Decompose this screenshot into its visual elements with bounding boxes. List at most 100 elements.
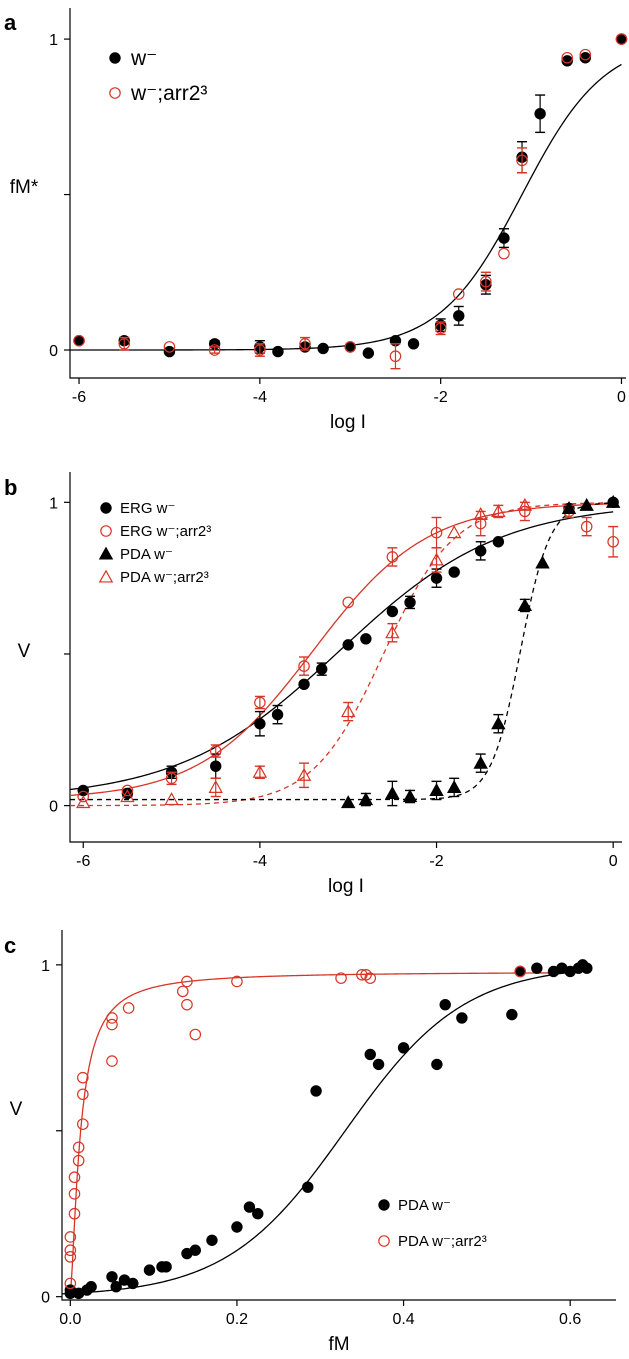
data-point xyxy=(385,625,400,639)
data-point xyxy=(189,1244,201,1256)
panel-c-chart: c 0.0 0.2 0.4 0.6 0 1 fM V PDA w⁻ PDA w⁻;arr2³ xyxy=(4,930,616,1355)
data-point xyxy=(561,55,573,67)
fit-curve xyxy=(61,971,571,1295)
data-point xyxy=(474,545,487,557)
data-point xyxy=(121,784,134,797)
data-point xyxy=(364,972,377,984)
data-point xyxy=(402,789,418,803)
x-tick-label: 0.4 xyxy=(392,1311,414,1328)
legend: w⁻ w⁻;arr2³ xyxy=(109,47,207,105)
x-tick-label: -6 xyxy=(72,389,86,406)
data-point xyxy=(252,1208,264,1220)
data-point xyxy=(85,1281,97,1293)
panel-letter: a xyxy=(4,10,17,35)
data-point xyxy=(360,633,372,645)
x-tick-label: 0.0 xyxy=(59,1311,81,1328)
data-point xyxy=(473,755,488,769)
x-tick-label: 0 xyxy=(609,853,618,870)
legend-marker xyxy=(378,1235,390,1247)
data-point xyxy=(335,972,347,984)
data-point xyxy=(389,350,402,363)
data-point xyxy=(498,247,510,260)
data-point xyxy=(404,596,416,609)
panel-a-chart: a -6 -4 -2 0 0 1 log I fM* w⁻ w⁻;arr2³ xyxy=(4,8,628,433)
legend-marker xyxy=(100,502,112,514)
data-point xyxy=(480,275,492,288)
legend-label: PDA w⁻;arr2³ xyxy=(120,569,209,586)
fit-curve xyxy=(69,511,614,791)
data-point xyxy=(208,344,221,356)
data-point xyxy=(340,704,356,718)
data-point xyxy=(491,716,506,730)
x-tick-label: -4 xyxy=(253,853,267,870)
data-point xyxy=(579,52,592,64)
legend-label: w⁻ xyxy=(130,47,157,70)
data-point xyxy=(446,779,462,793)
y-tick-label: 0 xyxy=(49,799,58,816)
legend-marker xyxy=(109,87,121,99)
y-tick-label: 1 xyxy=(49,32,58,49)
data-point xyxy=(317,342,329,355)
data-point xyxy=(210,760,222,772)
y-tick-label: 1 xyxy=(41,958,50,975)
data-point xyxy=(64,1231,77,1243)
legend-label: w⁻;arr2³ xyxy=(130,82,207,105)
fit-curve xyxy=(70,63,622,351)
data-point xyxy=(579,48,592,61)
data-point xyxy=(386,605,399,618)
data-point xyxy=(580,520,593,533)
data-point xyxy=(385,786,400,800)
data-point xyxy=(77,1118,89,1130)
data-point xyxy=(106,1271,118,1283)
data-point xyxy=(310,1085,322,1097)
data-point xyxy=(358,792,374,806)
data-point xyxy=(448,566,460,578)
data-point xyxy=(72,1141,85,1154)
fit-curve xyxy=(70,502,614,807)
data-point xyxy=(579,497,594,511)
y-axis-label: V xyxy=(18,641,31,662)
fit-curve xyxy=(69,503,614,797)
data-point xyxy=(514,965,526,978)
data-point xyxy=(143,1264,156,1276)
x-tick-label: 0.6 xyxy=(559,1311,581,1328)
legend: ERG w⁻ ERG w⁻;arr2³ PDA w⁻ PDA w⁻;arr2³ xyxy=(98,500,211,586)
data-point xyxy=(386,551,399,563)
data-point xyxy=(118,337,131,350)
axes-frame xyxy=(69,472,622,843)
data-point xyxy=(73,334,85,347)
data-point xyxy=(342,639,354,651)
data-point xyxy=(397,1042,410,1054)
data-point xyxy=(356,968,368,981)
data-point xyxy=(252,764,268,778)
y-axis-label: fM* xyxy=(10,177,39,198)
data-point xyxy=(498,232,510,244)
data-point xyxy=(492,536,505,548)
data-point xyxy=(302,1181,314,1193)
data-point xyxy=(453,310,465,322)
data-point xyxy=(127,1277,139,1290)
data-point xyxy=(189,1028,202,1041)
data-point xyxy=(299,337,311,350)
x-tick-label: -4 xyxy=(253,389,267,406)
data-point xyxy=(122,1002,135,1014)
data-point xyxy=(298,678,310,690)
data-point xyxy=(243,1201,256,1213)
axes-frame xyxy=(61,930,616,1301)
data-point xyxy=(208,779,223,793)
panel-letter: b xyxy=(4,475,17,500)
x-tick-label: -2 xyxy=(429,853,443,870)
fit-curve xyxy=(70,502,614,801)
data-point xyxy=(163,341,176,353)
data-point xyxy=(68,1207,81,1220)
x-tick-label: 0 xyxy=(617,389,626,406)
data-point xyxy=(429,552,444,566)
legend-label: ERG w⁻ xyxy=(120,500,175,517)
x-tick-label: -2 xyxy=(434,389,448,406)
data-point xyxy=(372,1058,385,1071)
data-point xyxy=(344,341,357,353)
data-point xyxy=(342,596,355,609)
legend-label: ERG w⁻;arr2³ xyxy=(120,523,211,540)
legend-label: PDA w⁻ xyxy=(398,1197,451,1214)
data-point xyxy=(431,1058,443,1071)
